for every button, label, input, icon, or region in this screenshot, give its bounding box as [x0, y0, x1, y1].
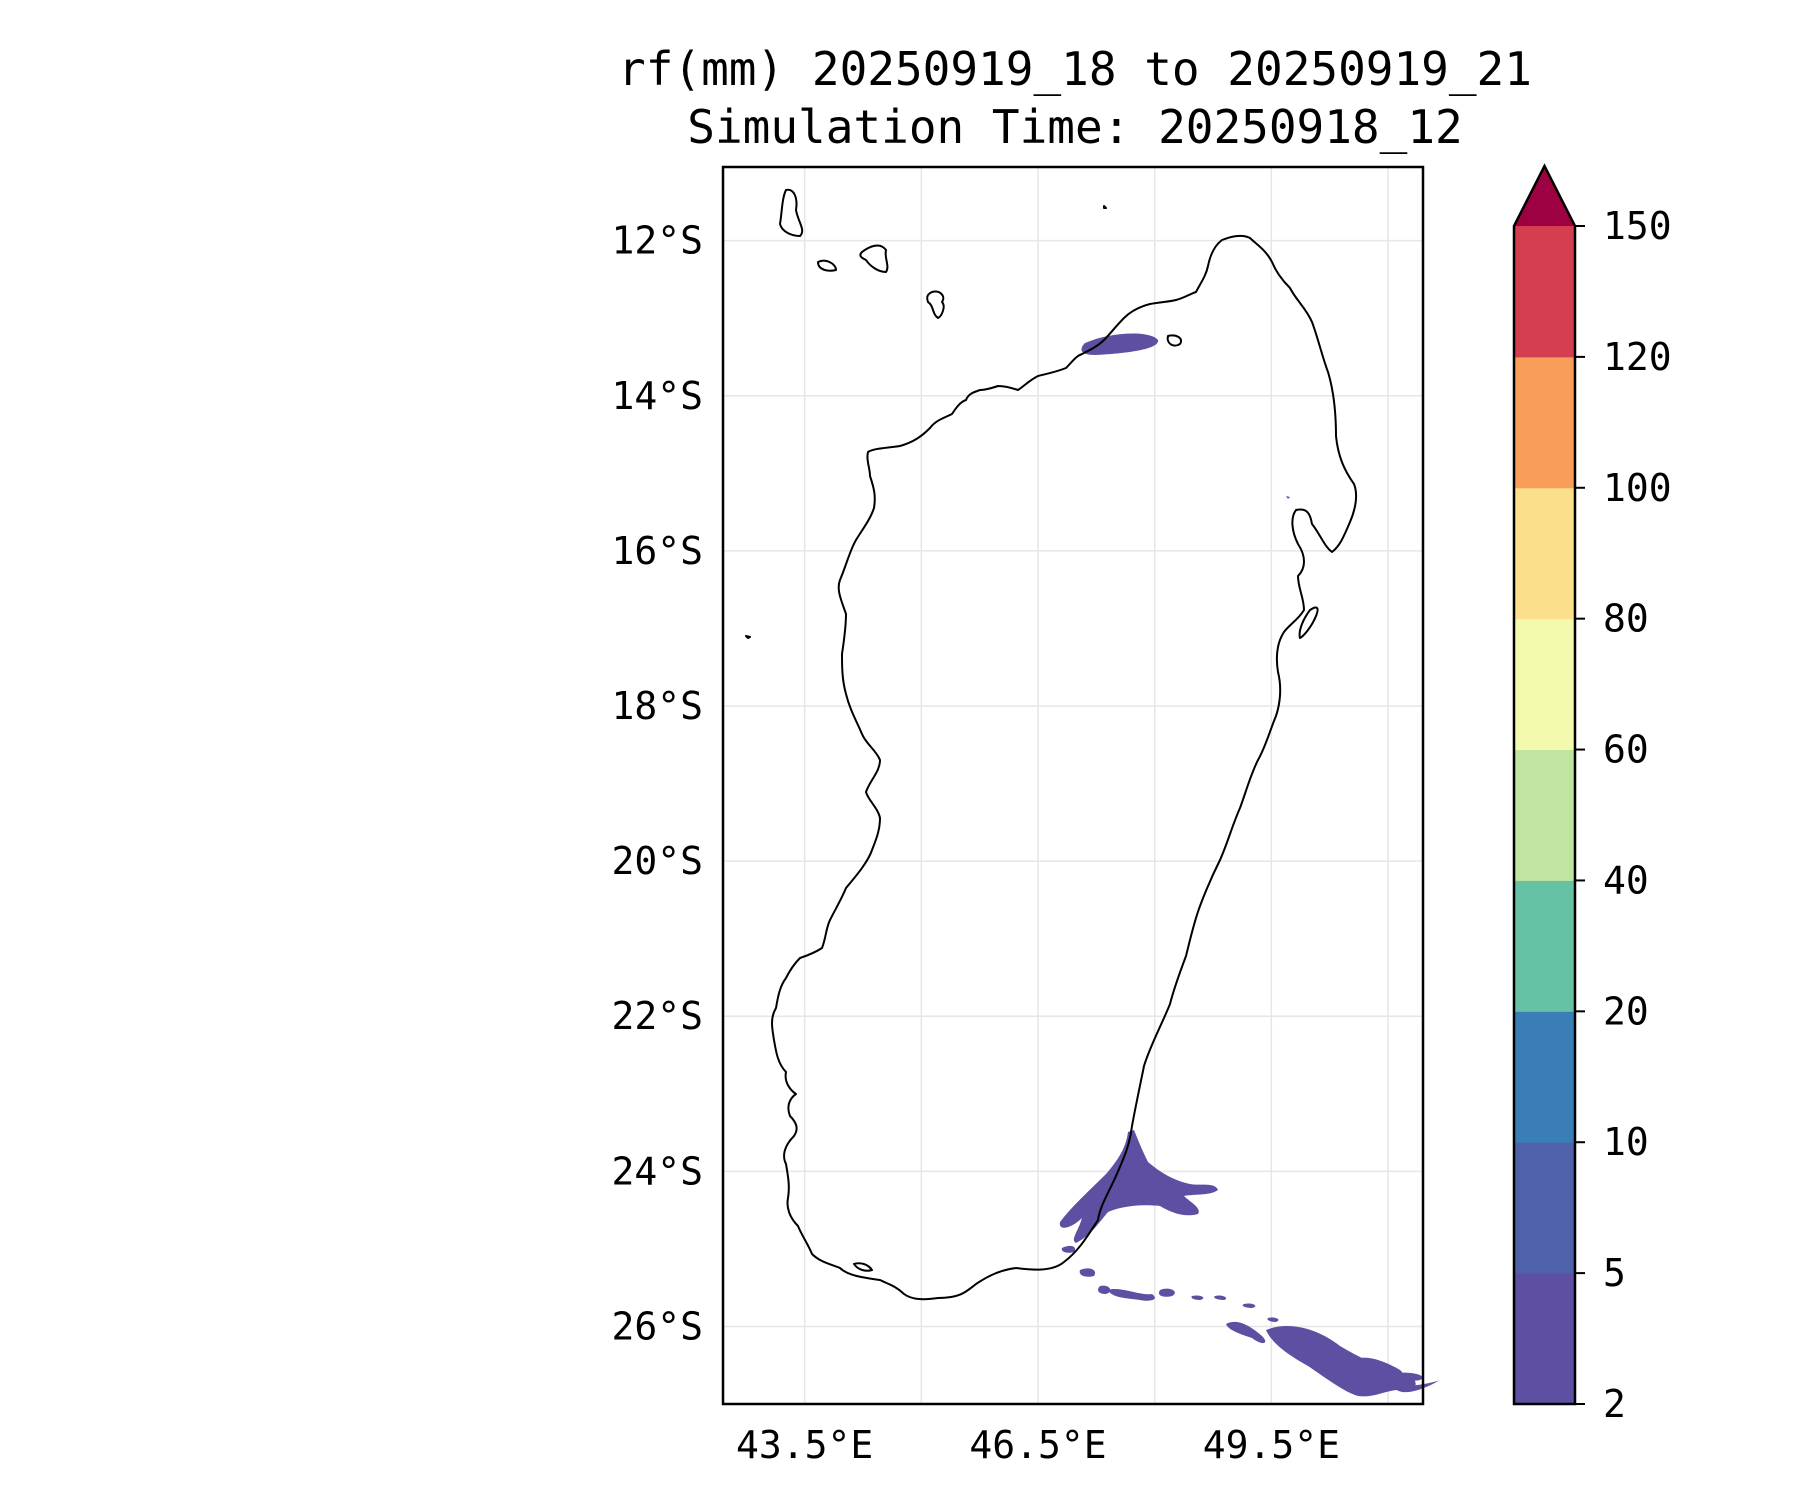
colorbar-segment: [1514, 880, 1575, 1012]
lon-tick-label: 43.5°E: [736, 1423, 873, 1467]
colorbar-segment: [1514, 1273, 1575, 1405]
colorbar-tick-label: 80: [1603, 597, 1649, 641]
colorbar-tick-label: 2: [1603, 1382, 1626, 1426]
lat-tick-label: 24°S: [611, 1149, 703, 1193]
lat-tick-label: 26°S: [611, 1304, 703, 1348]
lat-tick-label: 20°S: [611, 839, 703, 883]
lat-tick-label: 14°S: [611, 374, 703, 418]
coastline-west-cape: [853, 1262, 873, 1272]
rain-patch-south-6: [1191, 1295, 1204, 1300]
rain-patch-south-9: [1267, 1317, 1279, 1322]
rain-patch-south-12: [1359, 1357, 1403, 1377]
colorbar-tick-label: 10: [1603, 1120, 1649, 1164]
rain-patch-south-3: [1098, 1285, 1111, 1294]
coastline-madagascar: [771, 234, 1358, 1301]
rain-patch-south-5: [1158, 1288, 1175, 1297]
coastline-moheli: [817, 259, 837, 272]
rain-patch-south-10: [1226, 1321, 1266, 1344]
colorbar-tick-label: 120: [1603, 335, 1672, 379]
lat-tick-label: 22°S: [611, 994, 703, 1038]
coastline-ile-sainte-marie: [1298, 606, 1319, 639]
title-line-2: Simulation Time: 20250918_12: [687, 100, 1463, 154]
rain-patch-mozambique-channel: [1081, 333, 1159, 355]
rain-patch-south-4: [1108, 1289, 1155, 1301]
longitude-tick-labels: 43.5°E 46.5°E 49.5°E: [736, 1423, 1340, 1467]
rain-patch-south-11: [1266, 1325, 1416, 1397]
colorbar-tick-label: 20: [1603, 989, 1649, 1033]
colorbar-segment: [1514, 618, 1575, 751]
title-line-1: rf(mm) 20250919_18 to 20250919_21: [618, 42, 1532, 96]
colorbar-tick-label: 150: [1603, 204, 1672, 248]
colorbar-tick-label: 60: [1603, 728, 1649, 772]
colorbar-segment: [1514, 487, 1575, 620]
lon-tick-label: 46.5°E: [969, 1423, 1106, 1467]
colorbar-tick-label: 5: [1603, 1251, 1626, 1295]
rain-patch-south-1: [1061, 1245, 1076, 1253]
rain-patch-southeast-coast-b: [1138, 1150, 1186, 1194]
colorbar-segment: [1514, 1011, 1575, 1143]
coastline: [745, 188, 1358, 1301]
coastline-grande-comore: [779, 188, 804, 237]
colorbar-outline: [1512, 163, 1577, 1406]
coastline-nosy-be: [1166, 334, 1182, 347]
colorbar-segment: [1514, 226, 1575, 358]
rain-patch-southeast-edge: [1395, 1380, 1440, 1393]
rain-patch-south-2: [1079, 1268, 1096, 1277]
chart-title: rf(mm) 20250919_18 to 20250919_21 Simula…: [0, 40, 1800, 156]
rain-patch-south-7: [1214, 1295, 1227, 1300]
rain-patch-southeast-coast: [1059, 1130, 1218, 1243]
coastline-juan-de-nova: [745, 635, 751, 639]
colorbar: 2 5 10 20 40 60 80 100 120 150: [1512, 163, 1672, 1426]
lat-tick-label: 18°S: [611, 684, 703, 728]
lon-tick-label: 49.5°E: [1203, 1423, 1340, 1467]
rain-patch-south-13: [1390, 1372, 1423, 1381]
colorbar-extend-arrow: [1514, 166, 1575, 226]
coastline-mayotte: [926, 290, 945, 319]
coastline-anjouan: [859, 244, 889, 273]
colorbar-segment: [1514, 356, 1575, 489]
map-frame: [721, 165, 1425, 1406]
coastline-glorioso: [1103, 205, 1107, 209]
rain-patch-south-8: [1242, 1303, 1256, 1308]
colorbar-tick-label: 100: [1603, 466, 1672, 510]
colorbar-tick-label: 40: [1603, 858, 1649, 902]
latitude-tick-labels: 12°S 14°S 16°S 18°S 20°S 22°S 24°S 26°S: [611, 219, 703, 1349]
colorbar-segment: [1514, 749, 1575, 881]
rainfall-shading: [1059, 333, 1440, 1397]
rain-speck: [1286, 496, 1290, 499]
colorbar-segment: [1514, 1142, 1575, 1274]
lat-tick-label: 12°S: [611, 219, 703, 263]
map-gridlines: [723, 167, 1423, 1404]
lat-tick-label: 16°S: [611, 529, 703, 573]
